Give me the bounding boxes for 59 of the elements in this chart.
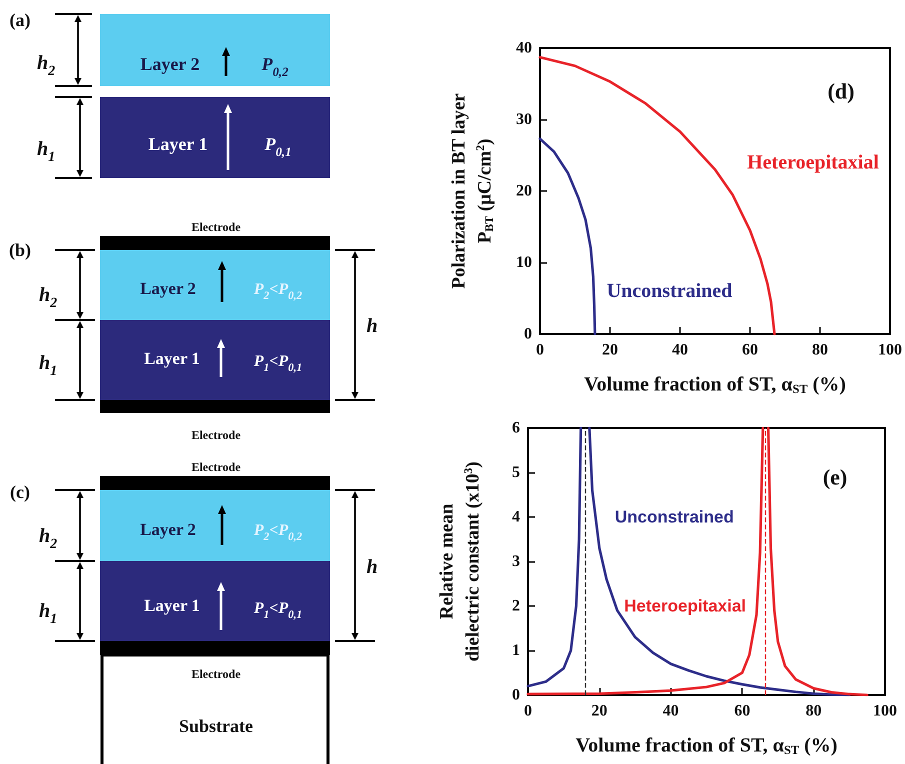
y-tick-label: 10 <box>516 254 532 271</box>
text: Electrode <box>191 220 242 234</box>
y-axis-title: Relative mean dielectric constant (x103) <box>436 461 484 662</box>
x-tick-label: 60 <box>734 702 750 720</box>
y-tick-label: 0 <box>524 326 532 342</box>
y-tick-label: 40 <box>516 40 532 56</box>
y-tick-label: 5 <box>512 464 520 481</box>
x-tick-label: 40 <box>662 702 679 720</box>
x-tick-label: 100 <box>873 702 897 720</box>
series-label: Unconstrained <box>614 508 734 526</box>
text: P$_{2}$<P$_{0,2}$ <box>252 280 303 302</box>
series-label: Unconstrained <box>606 280 732 302</box>
text: (b) <box>9 240 32 260</box>
text: h$_{2}$ <box>38 524 58 552</box>
series-label: Heteroepitaxial <box>624 596 746 616</box>
x-tick-label: 80 <box>806 702 822 720</box>
text: Layer 2 <box>140 278 196 298</box>
text: Electrode <box>191 460 242 474</box>
y-tick-label: 2 <box>512 598 520 614</box>
x-tick-label: 20 <box>602 342 618 358</box>
x-tick-label: 0 <box>536 342 544 358</box>
x-tick-label: 80 <box>812 342 828 358</box>
annotation: (e) <box>822 464 848 490</box>
y-tick-label: 1 <box>512 642 520 659</box>
text: P$_{1}$<P$_{0,1}$ <box>252 600 302 621</box>
text: P$_{0,1}$ <box>264 134 292 159</box>
annotation: (d) <box>828 78 854 104</box>
y-tick-label: 20 <box>516 182 532 200</box>
text: Substrate <box>178 716 254 736</box>
text: h$_{1}$ <box>38 352 58 379</box>
text: h$_{2}$ <box>36 52 56 79</box>
text: Layer 1 <box>148 134 208 154</box>
text: Layer 2 <box>140 520 196 539</box>
text: h$_{1}$ <box>36 138 56 165</box>
x-tick-label: 20 <box>591 702 608 720</box>
y-tick-label: 4 <box>512 508 520 526</box>
text: h <box>366 314 378 337</box>
x-tick-label: 40 <box>672 342 688 358</box>
text: P$_{1}$<P$_{0,1}$ <box>252 352 302 374</box>
text: h$_{1}$ <box>38 600 58 627</box>
y-tick-label: 6 <box>512 420 520 436</box>
text: Layer 1 <box>144 596 200 615</box>
text: P$_{0,2}$ <box>260 54 290 79</box>
text: h <box>366 556 378 578</box>
series-label: Heteroepitaxial <box>747 151 880 174</box>
y-tick-label: 3 <box>512 553 520 570</box>
text: P$_{2}$<P$_{0,2}$ <box>252 522 303 543</box>
x-tick-label: 60 <box>742 342 758 358</box>
text: h$_{2}$ <box>38 284 58 311</box>
text: Layer 2 <box>140 54 200 74</box>
text: (c) <box>10 482 30 502</box>
x-tick-label: 100 <box>878 342 902 358</box>
text: Layer 1 <box>144 348 200 368</box>
text: Electrode <box>191 666 242 681</box>
y-tick-label: 30 <box>516 111 532 128</box>
text: (a) <box>10 10 30 30</box>
y-tick-label: 0 <box>512 686 520 704</box>
line-series <box>538 138 596 336</box>
text: Electrode <box>191 428 242 442</box>
